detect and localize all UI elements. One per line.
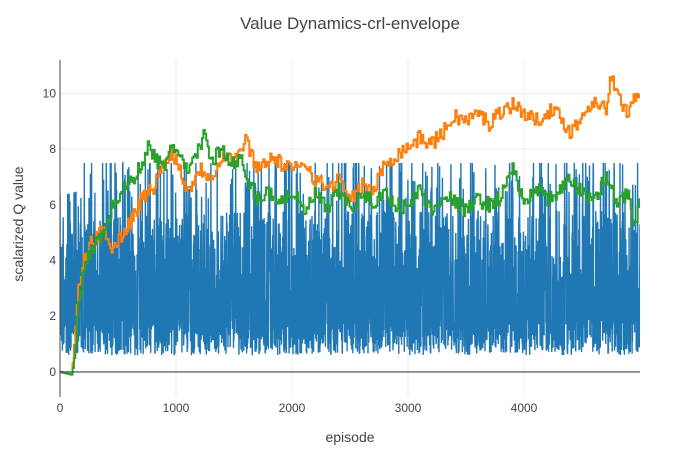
y-tick-label: 6 (49, 198, 56, 212)
y-tick-label: 4 (49, 254, 56, 268)
chart-title: Value Dynamics-crl-envelope (240, 14, 460, 33)
series-line-blue (60, 162, 640, 356)
y-axis-title: scalarized Q value (10, 166, 26, 281)
x-axis-title: episode (325, 429, 374, 445)
x-tick-label: 3000 (395, 401, 422, 415)
y-tick-label: 10 (43, 86, 57, 100)
series-layer (60, 75, 640, 376)
y-tick-label: 2 (49, 309, 56, 323)
series-blue-band (60, 162, 640, 356)
x-tick-label: 0 (57, 401, 64, 415)
x-tick-label: 4000 (511, 401, 538, 415)
y-tick-label: 0 (49, 365, 56, 379)
y-tick-label: 8 (49, 142, 56, 156)
x-tick-label: 2000 (279, 401, 306, 415)
axes (59, 60, 640, 397)
tick-labels: 0 2 4 6 8 10 0 1000 2000 3000 4000 (43, 86, 538, 415)
series-line-green (60, 129, 640, 376)
x-tick-label: 1000 (163, 401, 190, 415)
